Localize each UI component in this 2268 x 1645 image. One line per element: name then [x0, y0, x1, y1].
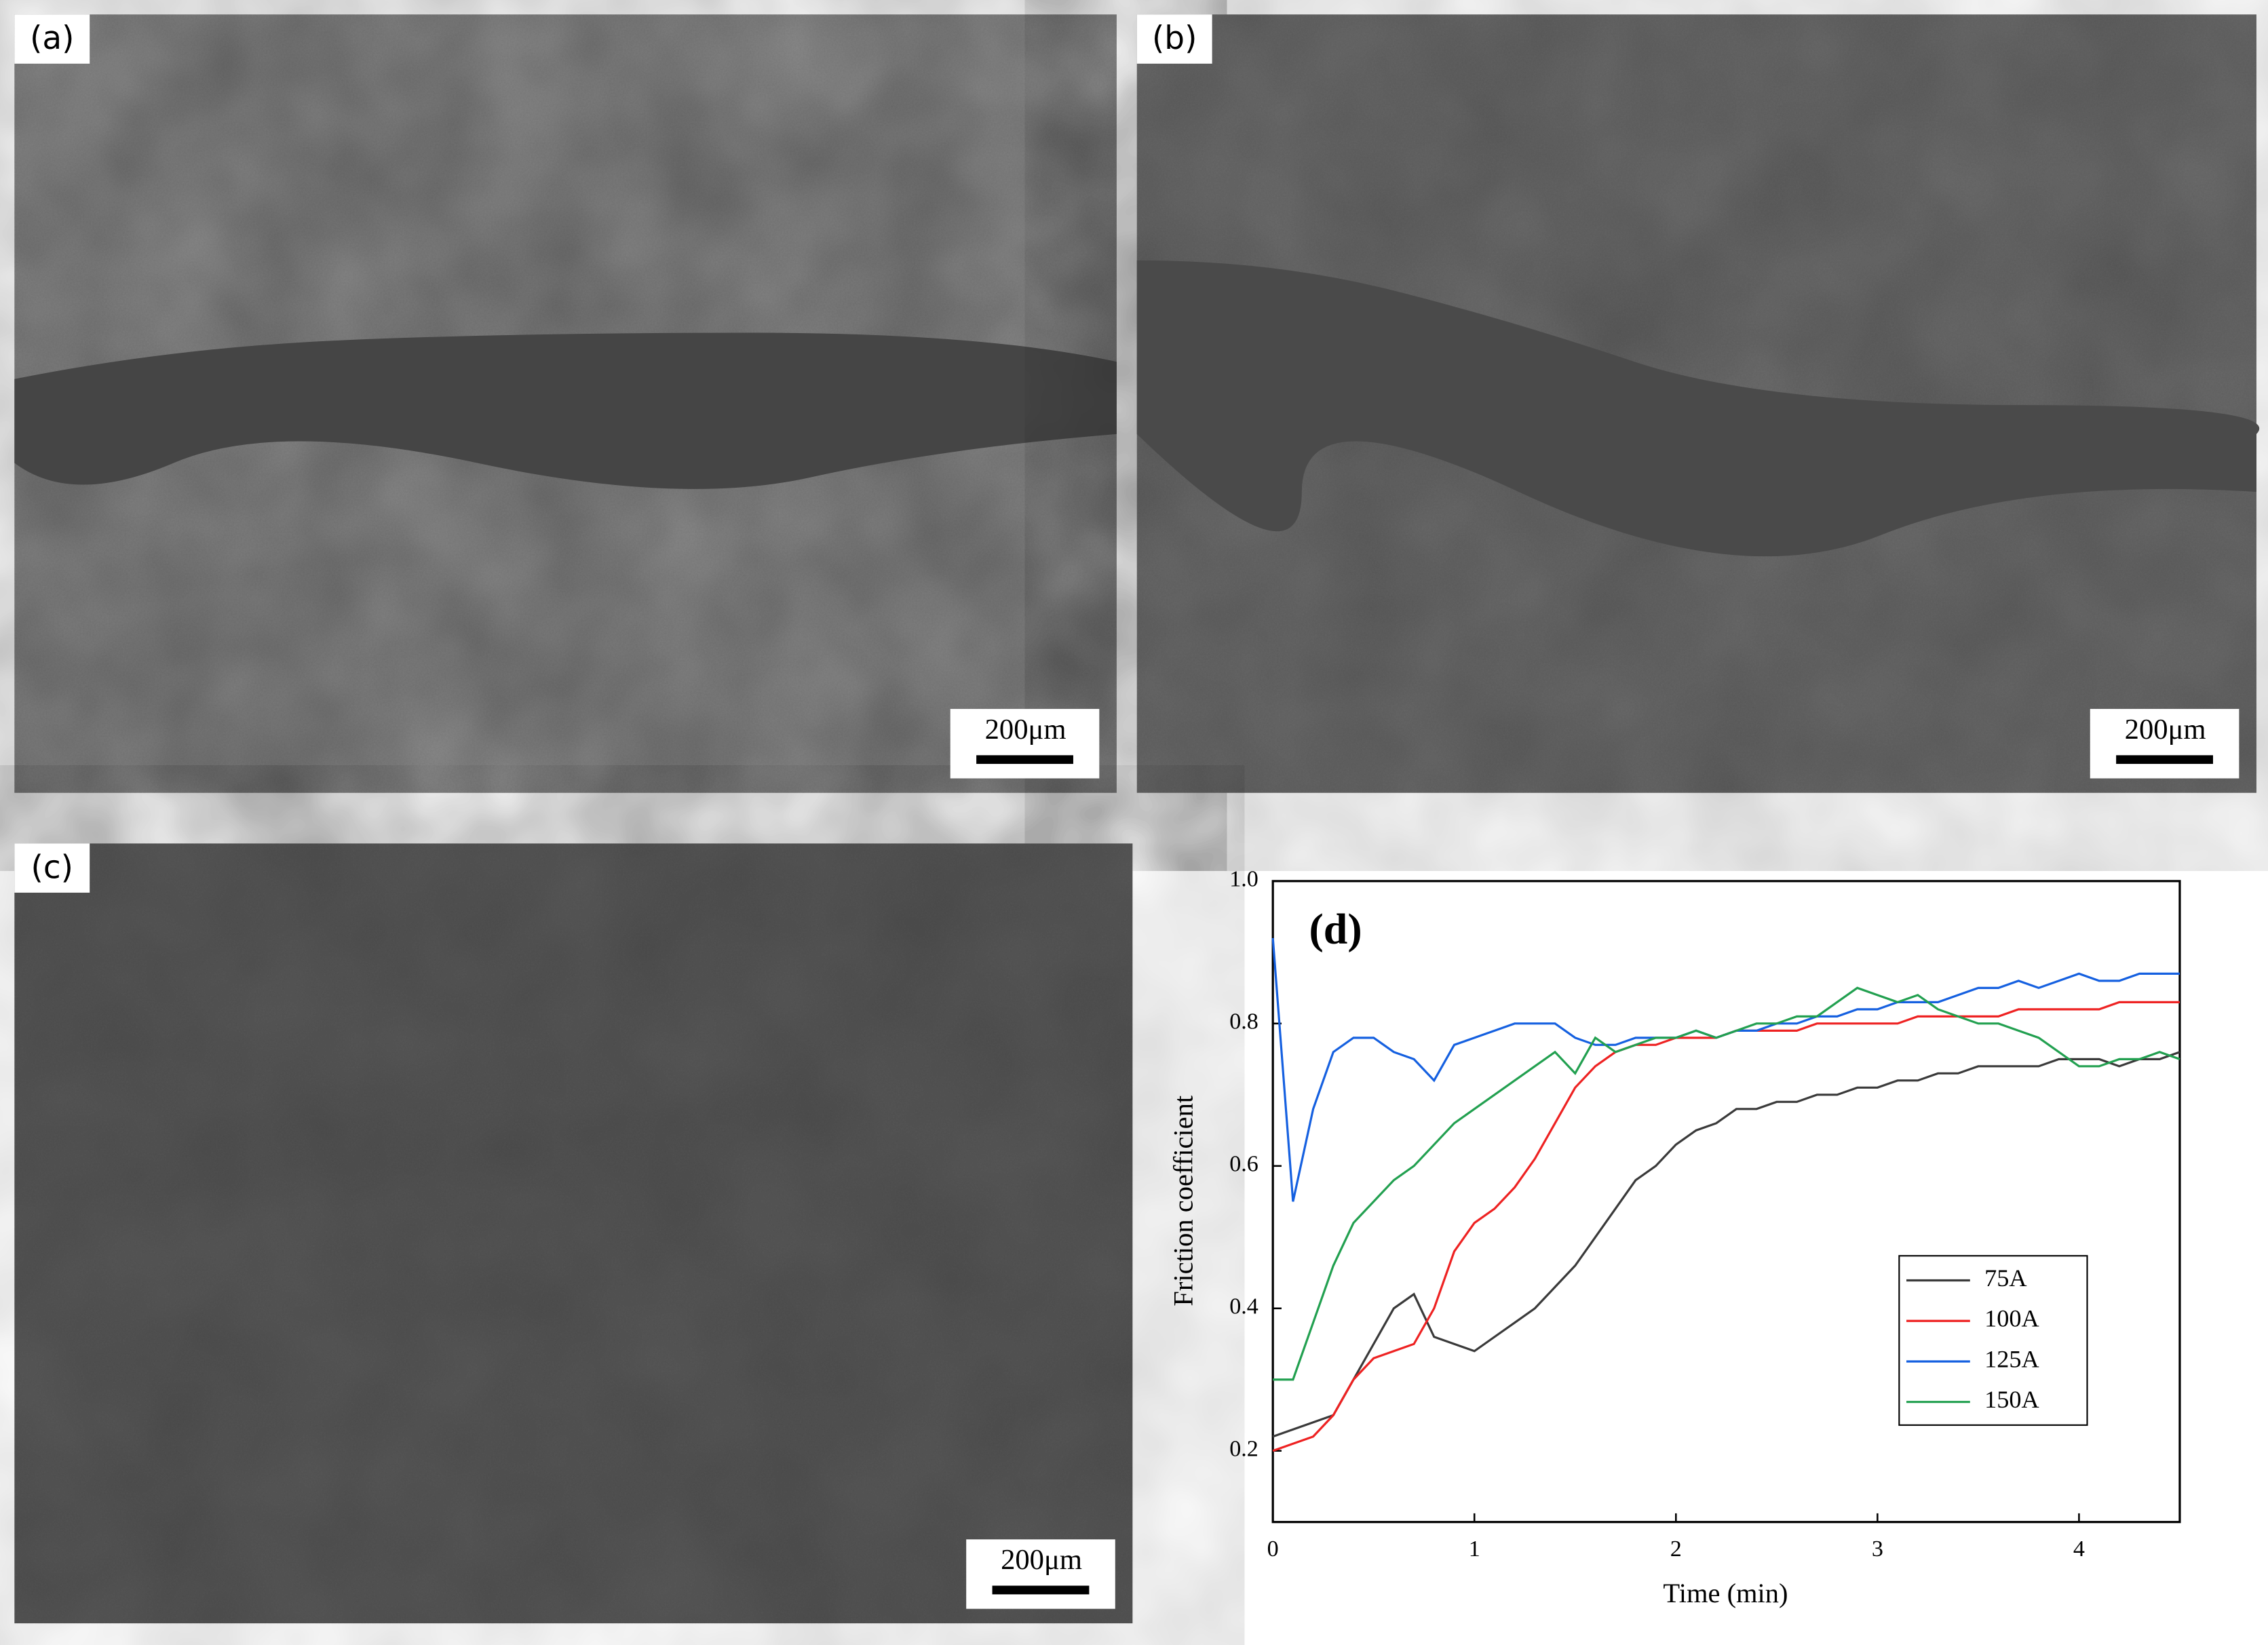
scale-bar	[992, 1585, 1090, 1595]
scale-bar-text: 200μm	[2125, 714, 2206, 746]
y-tick-label: 0.8	[1229, 1009, 1258, 1034]
series-line	[1273, 986, 2180, 1381]
x-tick-label: 0	[1267, 1536, 1279, 1562]
panel-label: (c)	[31, 849, 73, 886]
panel-label: (b)	[1152, 20, 1197, 57]
x-tick-label: 3	[1872, 1536, 1883, 1562]
legend-label: 150A	[1984, 1386, 2039, 1413]
panel-label-box	[14, 843, 90, 893]
x-tick-label: 2	[1670, 1536, 1682, 1562]
chart-annotation: (d)	[1309, 904, 1362, 952]
scale-bar	[2116, 755, 2213, 765]
scale-bar-box	[2090, 709, 2240, 779]
panel-label-box	[1136, 14, 1212, 64]
x-tick-label: 4	[2073, 1536, 2085, 1562]
plot-frame	[1271, 880, 2181, 1524]
y-axis-label: Friction coefficient	[1168, 1095, 1199, 1307]
panel-label-box	[14, 14, 90, 64]
micrograph-c	[14, 843, 1133, 1624]
x-tick-label: 1	[1469, 1536, 1480, 1562]
legend-box	[1898, 1255, 2088, 1426]
scale-bar-text: 200μm	[985, 714, 1066, 746]
scale-bar-text: 200μm	[1001, 1544, 1082, 1576]
y-tick-label: 1.0	[1229, 867, 1258, 892]
series-line	[1272, 1051, 2180, 1438]
scale-bar-box	[966, 1539, 1115, 1609]
legend-label: 100A	[1984, 1305, 2039, 1332]
panel-label: (a)	[30, 20, 74, 57]
micrograph-a	[14, 14, 1117, 793]
legend-label: 75A	[1984, 1264, 2026, 1292]
micrograph-b	[1136, 14, 2260, 793]
y-tick-label: 0.6	[1229, 1152, 1258, 1177]
y-tick-label: 0.4	[1229, 1294, 1258, 1319]
scale-bar-box	[950, 709, 1100, 779]
y-tick-label: 0.2	[1229, 1437, 1258, 1462]
legend-label: 125A	[1984, 1345, 2039, 1372]
series-line	[1271, 937, 2180, 1202]
scale-bar	[976, 755, 1073, 765]
x-axis-label: Time (min)	[1663, 1578, 1788, 1608]
